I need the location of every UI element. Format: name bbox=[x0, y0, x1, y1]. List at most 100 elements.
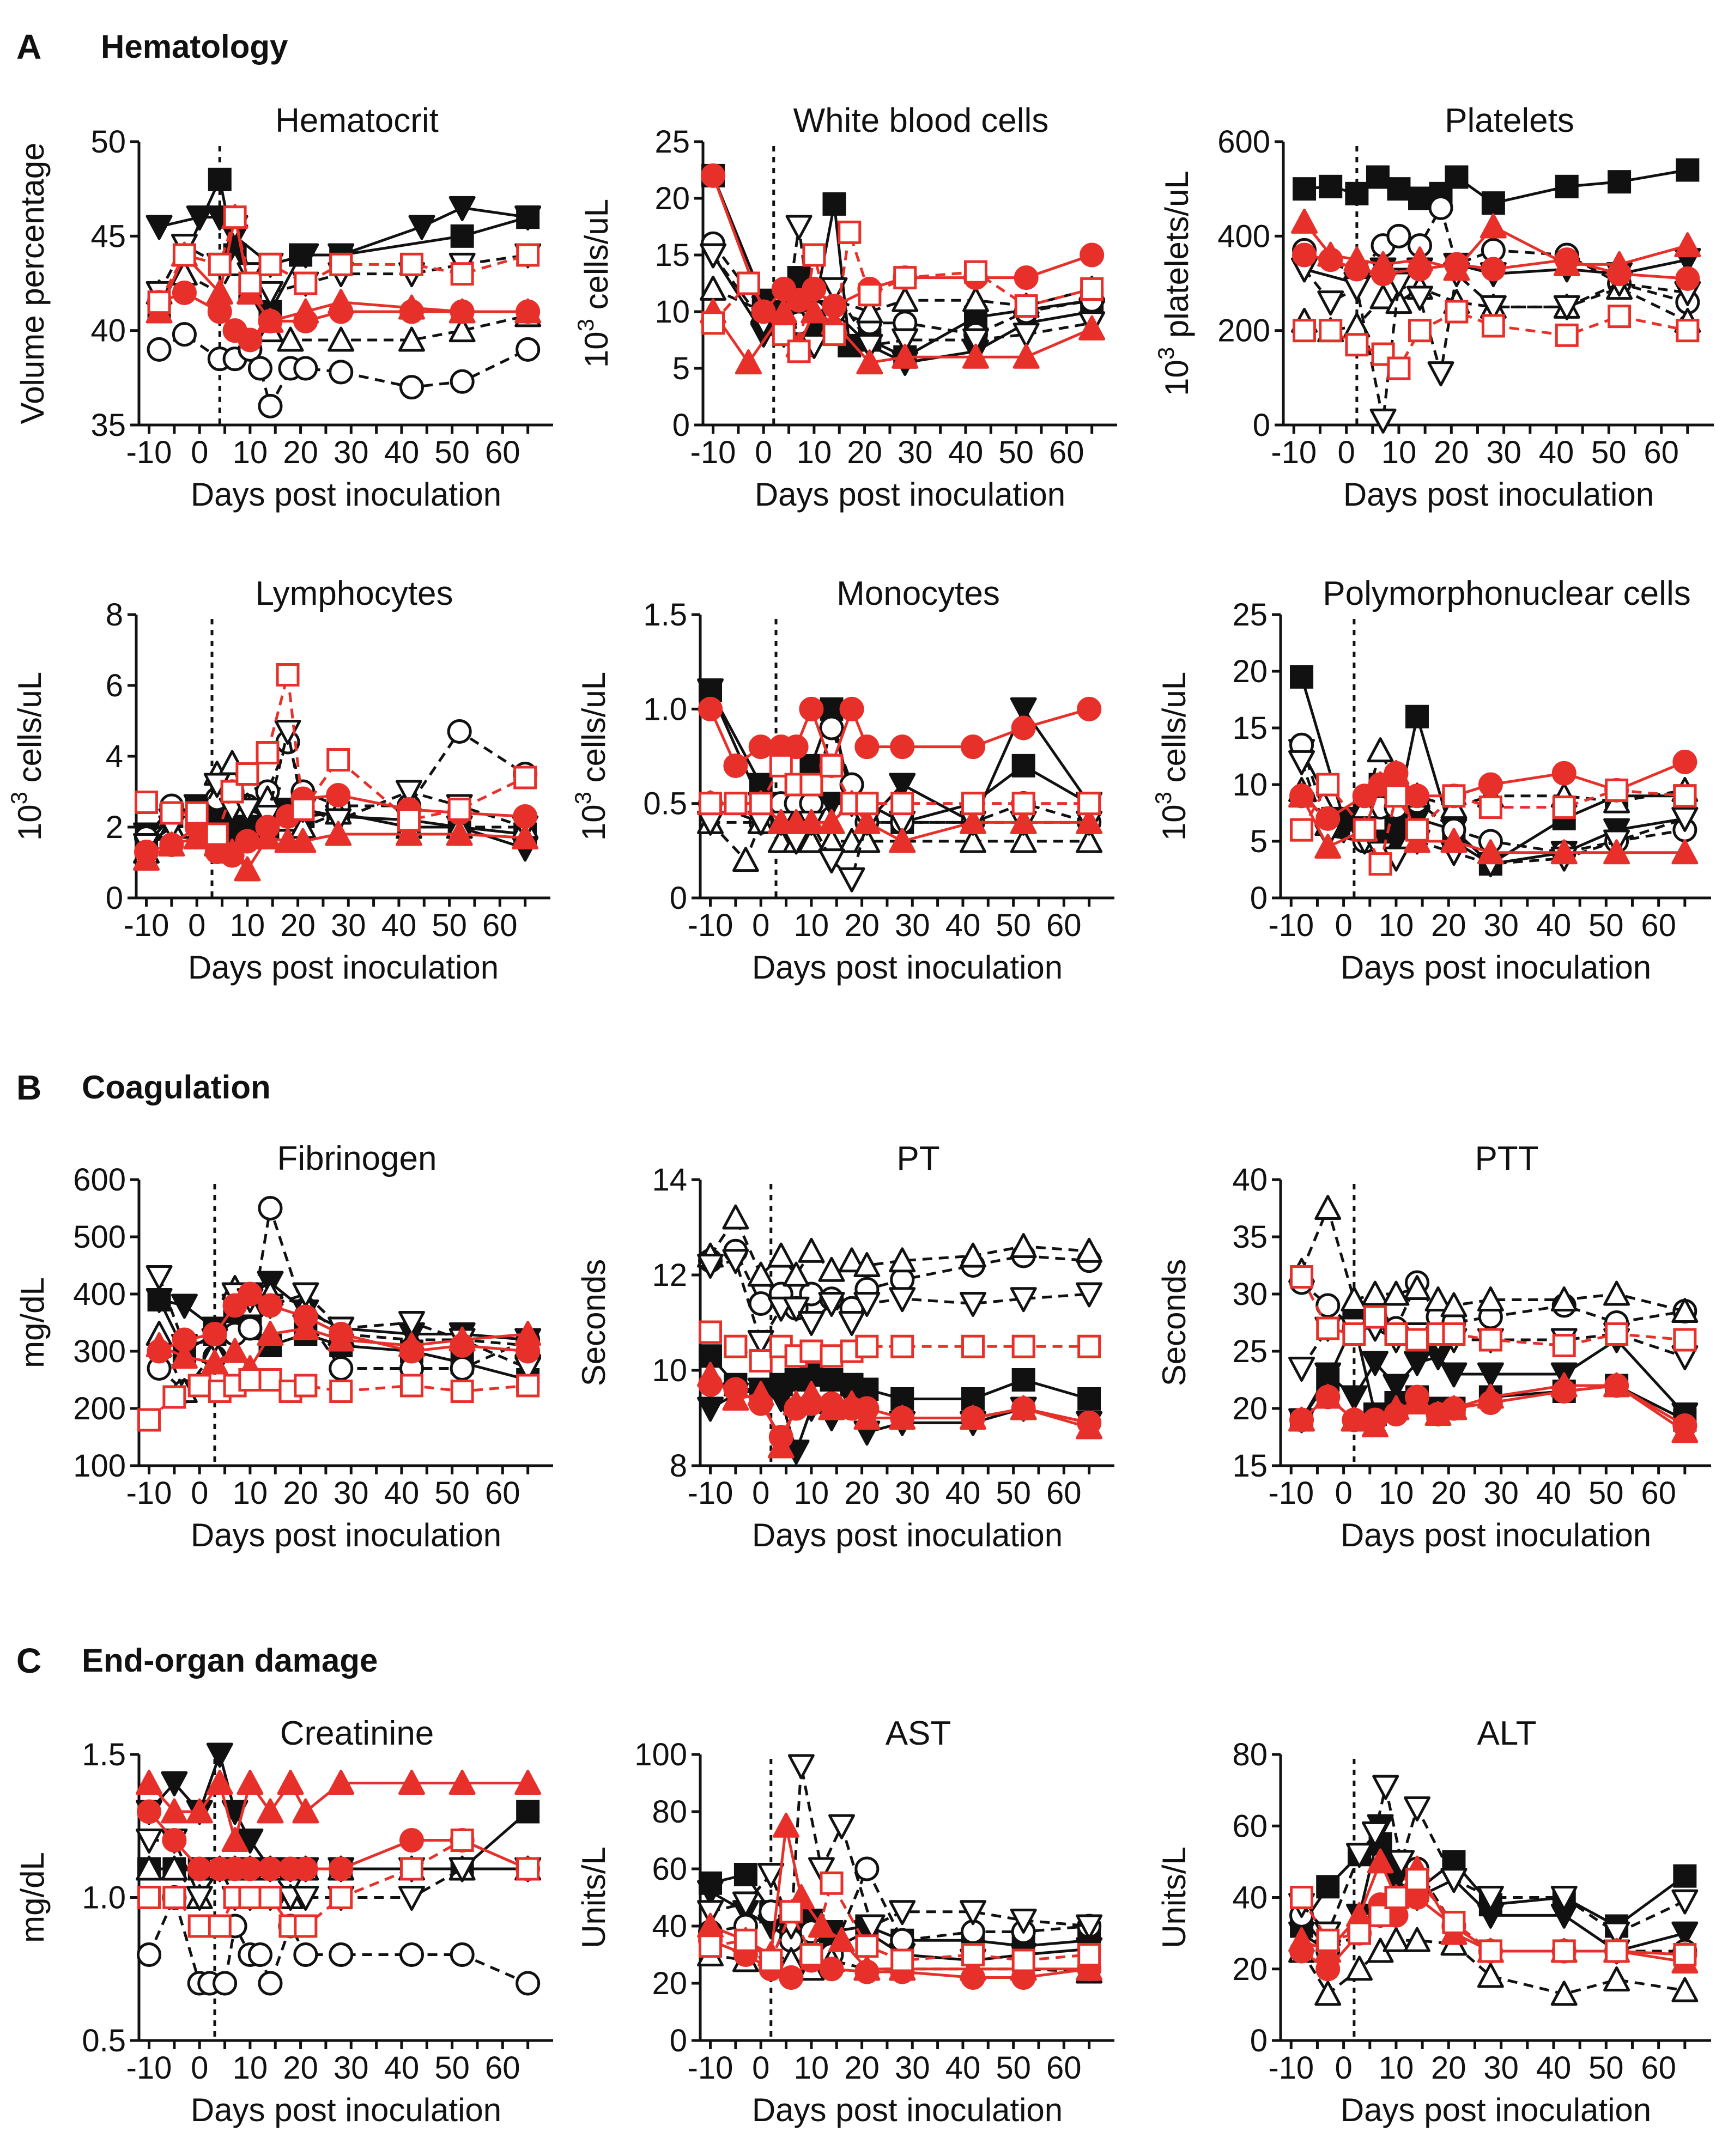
ast-red-filled-up-triangle-point-11 bbox=[1076, 1955, 1103, 1981]
lymphocytes-red-open-square-point-10 bbox=[397, 808, 421, 832]
creatinine-series-red-open-square bbox=[137, 1829, 540, 1938]
pmn-red-open-square-point-2 bbox=[1353, 818, 1377, 842]
pt-black-open-circle-point-2 bbox=[748, 1291, 773, 1316]
ast-series-red-open-square bbox=[699, 1871, 1101, 1972]
hematocrit-red-open-square-point-3 bbox=[223, 205, 247, 229]
alt-series-red-open-square bbox=[1290, 1868, 1697, 1966]
ptt-series-red-filled-up-triangle bbox=[1288, 1372, 1699, 1443]
pmn-black-open-down-triangle-point-0 bbox=[1288, 750, 1315, 775]
ptt-red-filled-up-triangle-point-10 bbox=[1603, 1372, 1630, 1398]
pmn-ytick-label-1: 5 bbox=[1250, 824, 1268, 859]
section-c-title: End-organ damage bbox=[82, 1642, 378, 1679]
lymphocytes-y-label-rest: cells/uL bbox=[11, 672, 48, 792]
monocytes-ytick-label-0: 0 bbox=[670, 880, 687, 916]
monocytes-red-open-square-point-0 bbox=[699, 792, 723, 816]
lymphocytes-red-filled-circle-point-12 bbox=[513, 804, 538, 829]
ast-black-open-down-triangle-point-11 bbox=[1076, 1914, 1103, 1940]
fibrinogen-xtick-label-2: 10 bbox=[233, 1475, 268, 1511]
hematocrit-ytick-label-0: 35 bbox=[90, 408, 126, 443]
alt-black-open-up-triangle-point-7 bbox=[1477, 1963, 1504, 1988]
platelets-black-open-up-triangle-point-3 bbox=[1369, 284, 1397, 309]
ptt-series-black-open-up-triangle-line bbox=[1300, 1207, 1685, 1313]
platelets-red-filled-up-triangle-point-9 bbox=[1674, 232, 1701, 258]
fibrinogen-black-filled-down-triangle-point-1 bbox=[171, 1293, 198, 1319]
hematocrit-red-open-square-point-0 bbox=[147, 290, 171, 314]
hematocrit-black-open-circle-point-6 bbox=[258, 393, 283, 418]
wbc-red-filled-circle-point-9 bbox=[1014, 265, 1039, 290]
monocytes-red-filled-circle-point-1 bbox=[723, 753, 748, 778]
lymphocytes-red-open-square-point-7 bbox=[276, 663, 300, 687]
ast-xtick-label-1: 0 bbox=[752, 2050, 769, 2086]
pmn-red-filled-up-triangle-point-1 bbox=[1314, 833, 1342, 859]
hematocrit-series-black-filled-down-triangle-line bbox=[159, 206, 529, 266]
alt-xtick-label-1: 0 bbox=[1335, 2050, 1352, 2086]
hematocrit-xtick-label-4: 30 bbox=[334, 435, 369, 470]
lymphocytes-red-filled-up-triangle-point-0 bbox=[133, 846, 160, 871]
ast-red-filled-up-triangle-point-9 bbox=[959, 1955, 986, 1981]
pt-black-open-down-triangle-point-10 bbox=[959, 1292, 986, 1317]
pt-series-black-open-down-triangle bbox=[697, 1249, 1103, 1355]
ptt-red-filled-up-triangle-point-0 bbox=[1288, 1406, 1315, 1432]
creatinine-red-open-square-point-5 bbox=[238, 1886, 262, 1909]
ast-red-filled-up-triangle-point-3 bbox=[773, 1812, 800, 1838]
platelets-xtick-label-5: 40 bbox=[1539, 435, 1574, 470]
ast-red-open-square-point-0 bbox=[699, 1934, 723, 1958]
section-a-title: Hematology bbox=[101, 28, 288, 65]
alt-black-filled-square-point-10 bbox=[1673, 1864, 1697, 1888]
pt-red-open-square-point-10 bbox=[961, 1334, 985, 1358]
hematocrit-black-open-circle-point-5 bbox=[247, 356, 272, 381]
alt-black-open-down-triangle-point-5 bbox=[1388, 1850, 1415, 1875]
creatinine-xtick-label-1: 0 bbox=[191, 2050, 208, 2086]
platelets-red-open-square-point-0 bbox=[1293, 319, 1317, 343]
ast-red-open-square-point-4 bbox=[799, 1943, 823, 1966]
ast-red-open-square-point-7 bbox=[890, 1948, 914, 1972]
hematocrit-ytick-label-1: 40 bbox=[90, 313, 126, 349]
hematocrit-ytick-label-2: 45 bbox=[90, 218, 126, 254]
ptt-ytick-label-5: 40 bbox=[1232, 1162, 1268, 1198]
alt-red-open-square-point-2 bbox=[1348, 1921, 1372, 1945]
fibrinogen-ytick-label-1: 200 bbox=[73, 1391, 126, 1426]
lymphocytes-ytick-label-2: 4 bbox=[106, 739, 123, 774]
platelets-xtick-label-3: 20 bbox=[1434, 435, 1469, 470]
ptt-black-open-up-triangle-point-5 bbox=[1403, 1275, 1430, 1300]
section-b-header: B Coagulation bbox=[16, 1068, 271, 1107]
lymphocytes-y-label-sup: 3 bbox=[6, 792, 32, 804]
alt-black-open-down-triangle-point-4 bbox=[1372, 1775, 1399, 1800]
pmn-red-open-square-point-4 bbox=[1384, 784, 1408, 808]
pt-red-filled-up-triangle-point-5 bbox=[798, 1381, 825, 1406]
pt-red-filled-up-triangle-point-7 bbox=[838, 1390, 865, 1416]
platelets-red-filled-up-triangle-point-6 bbox=[1480, 213, 1507, 239]
creatinine-black-open-down-triangle-point-10 bbox=[398, 1886, 425, 1911]
platelets-black-filled-square-point-11 bbox=[1676, 158, 1700, 182]
lymphocytes-series-red-filled-up-triangle bbox=[133, 821, 539, 882]
lymphocytes-xtick-label-7: 60 bbox=[482, 908, 518, 943]
lymphocytes-y-label: 103 cells/uL bbox=[6, 672, 48, 841]
pt-ytick-label-0: 8 bbox=[670, 1448, 687, 1484]
fibrinogen-red-open-square-point-5 bbox=[238, 1368, 262, 1392]
pmn-xtick-label-4: 30 bbox=[1483, 908, 1519, 943]
section-b-letter: B bbox=[16, 1068, 41, 1107]
wbc-ytick-label-5: 25 bbox=[654, 124, 690, 160]
pmn-series-red-filled-up-triangle bbox=[1288, 760, 1699, 865]
alt-black-open-down-triangle-point-6 bbox=[1403, 1796, 1430, 1821]
pmn-red-open-square-point-5 bbox=[1405, 818, 1429, 842]
pmn-black-open-up-triangle-point-3 bbox=[1367, 737, 1394, 763]
pt-black-filled-down-triangle-point-3 bbox=[767, 1387, 795, 1412]
ast-x-label: Days post inoculation bbox=[752, 2092, 1063, 2128]
hematocrit-red-filled-up-triangle-point-7 bbox=[328, 289, 355, 314]
platelets-series-red-filled-up-triangle-line bbox=[1303, 221, 1688, 271]
platelets-series-black-filled-square bbox=[1293, 158, 1700, 215]
pmn-red-open-square-point-8 bbox=[1552, 795, 1576, 819]
ptt-red-open-square-point-8 bbox=[1478, 1328, 1502, 1352]
pmn-red-open-square-point-1 bbox=[1316, 773, 1340, 797]
wbc-red-filled-circle-point-10 bbox=[1080, 242, 1105, 268]
ptt-black-filled-down-triangle-point-2 bbox=[1341, 1385, 1368, 1411]
pmn-xtick-label-7: 60 bbox=[1641, 908, 1676, 943]
monocytes-red-filled-up-triangle-point-4 bbox=[798, 809, 825, 834]
pmn-series-red-open-square bbox=[1290, 773, 1697, 876]
fibrinogen-title: Fibrinogen bbox=[277, 1140, 437, 1177]
monocytes-xtick-label-1: 0 bbox=[752, 908, 769, 943]
ast-black-open-down-triangle-point-10 bbox=[1010, 1909, 1037, 1934]
